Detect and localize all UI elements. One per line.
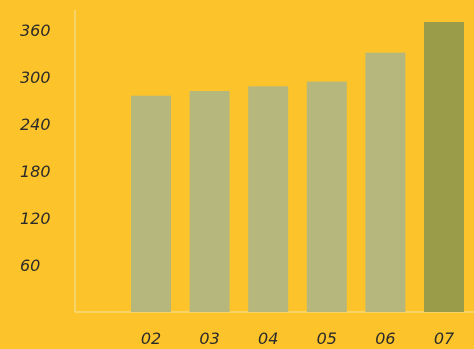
y-tick-label-300: 300 [20, 68, 51, 87]
x-tick-label-02: 02 [141, 329, 161, 348]
x-tick-label-07: 07 [434, 329, 455, 348]
bar-02 [131, 95, 171, 312]
x-tick-label-06: 06 [375, 329, 395, 348]
y-tick-label-120: 120 [20, 209, 51, 228]
x-tick-labels: 02 03 04 05 06 07 [141, 329, 455, 348]
bar-05 [306, 81, 347, 312]
bar-04 [248, 86, 289, 312]
y-tick-labels: 60 120 180 240 300 360 [20, 21, 51, 275]
bar-07 [424, 22, 464, 312]
bar-06 [365, 52, 406, 312]
y-tick-label-240: 240 [20, 115, 51, 134]
y-tick-label-360: 360 [20, 21, 51, 40]
bars-group [131, 22, 464, 312]
bar-03 [189, 91, 230, 312]
x-tick-label-05: 05 [317, 329, 337, 348]
x-tick-label-03: 03 [199, 329, 219, 348]
x-tick-label-04: 04 [258, 329, 278, 348]
y-tick-label-60: 60 [20, 256, 40, 275]
y-tick-label-180: 180 [20, 162, 51, 181]
